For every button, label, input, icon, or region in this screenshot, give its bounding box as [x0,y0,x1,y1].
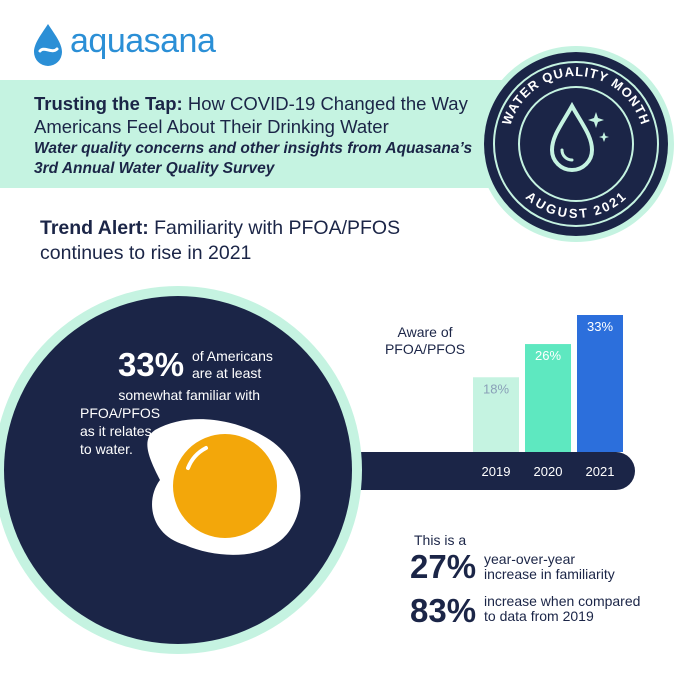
category-label-2019: 2019 [482,464,511,479]
pan-stat-line4: as it relates [80,423,152,439]
page-title: Trusting the Tap: How COVID-19 Changed t… [34,92,474,138]
water-drop-sparkle-icon [549,101,609,172]
trend-alert: Trend Alert: Familiarity with PFOA/PFOS … [40,216,460,266]
category-label-2021: 2021 [586,464,615,479]
trend-alert-bold: Trend Alert: [40,217,149,239]
title-banner [0,80,560,188]
vs2019-stat-desc1: increase when compared [484,593,641,609]
bottom-intro: This is a [414,532,467,548]
yoy-stat-value: 27% [410,548,477,585]
pan-stat-line5: to water. [80,441,133,457]
bar-value-label-2021: 33% [587,319,613,334]
pan-stat-line1: of Americans are at least [192,348,273,381]
chart-title: Aware of PFOA/PFOS [384,324,466,357]
category-label-2020: 2020 [534,464,563,479]
logo-drop-icon [34,24,62,66]
pan-stat-line2: somewhat familiar with [118,387,260,403]
vs2019-stat-desc2: to data from 2019 [484,608,594,624]
title-rest: How COVID-19 Changed the Way Americans F… [34,93,468,137]
egg-white [147,419,301,555]
pan-stat-line3: PFOA/PFOS [80,405,161,421]
bar-value-label-2019: 18% [483,381,509,396]
vs2019-stat-value: 83% [410,592,477,629]
yoy-stat-desc1: year-over-year [484,551,576,567]
aquasana-logo [34,24,62,66]
bar-2021 [577,315,623,452]
title-bold: Trusting the Tap: [34,93,183,114]
yoy-stat-desc2: increase in familiarity [484,566,615,582]
bar-value-label-2020: 26% [535,348,561,363]
trend-alert-text: Familiarity with PFOA/PFOS continues to … [40,217,401,264]
egg-yolk [173,434,277,538]
bar-2020 [525,344,571,452]
brand-name: aquasana [70,22,216,60]
pan-stat-value: 33% [118,346,185,383]
page-subtitle: Water quality concerns and other insight… [34,140,473,177]
water-quality-month-badge: WATER QUALITY MONTH AUGUST 2021 [478,46,674,242]
bar-2019 [473,377,519,452]
